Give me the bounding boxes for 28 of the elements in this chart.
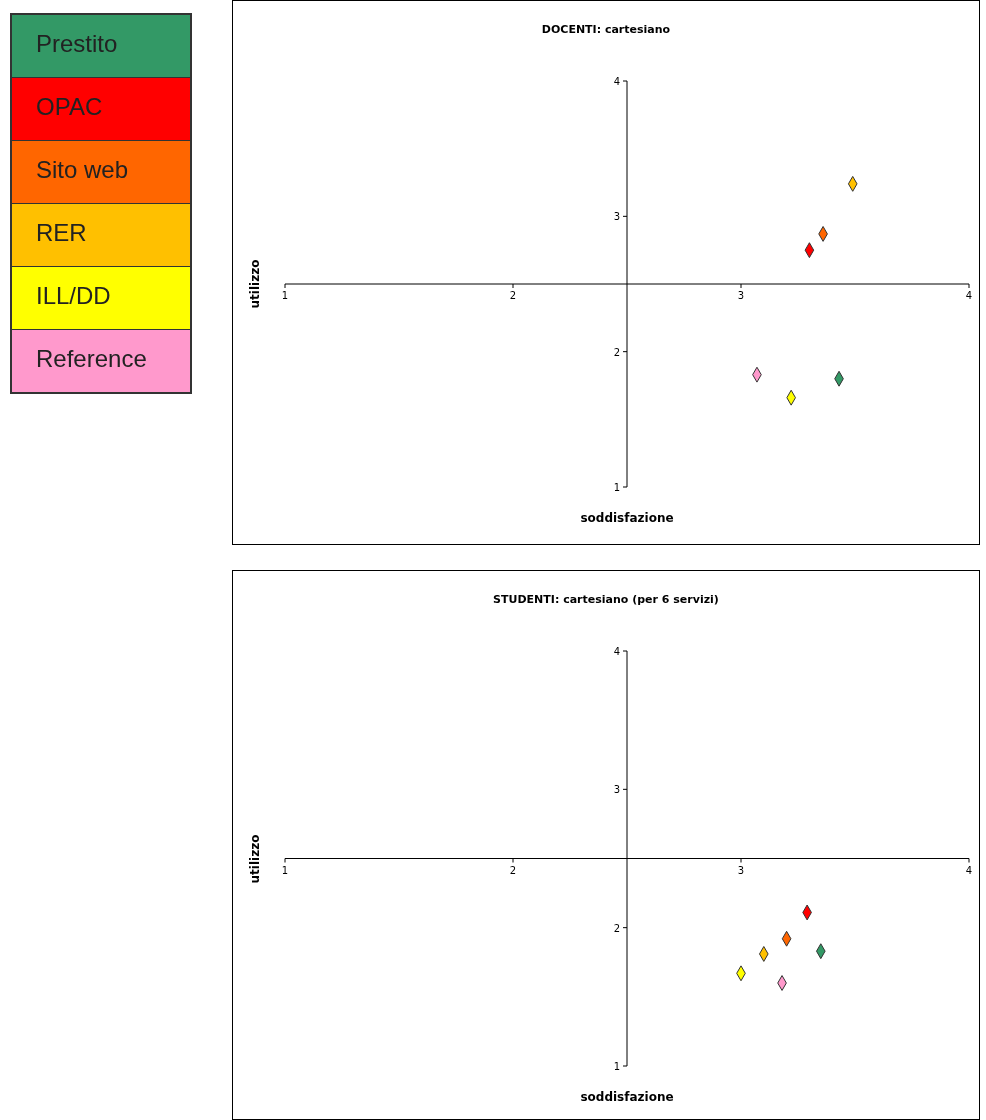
text: Sito web bbox=[36, 156, 129, 184]
y-axis-title: utilizzo bbox=[248, 259, 262, 309]
text: Prestito bbox=[36, 30, 118, 58]
y-tick-label: 1 bbox=[613, 1061, 620, 1072]
text: RER bbox=[36, 219, 87, 247]
x-tick-label: 3 bbox=[737, 864, 745, 876]
x-tick-label: 2 bbox=[509, 864, 517, 876]
chart-title: STUDENTI: cartesiano (per 6 servizi) bbox=[492, 593, 720, 606]
y-tick-label: 3 bbox=[613, 784, 620, 796]
x-tick-label: 2 bbox=[509, 290, 517, 301]
x-tick-label: 4 bbox=[965, 864, 973, 876]
y-axis-title: utilizzo bbox=[248, 834, 262, 883]
text: OPAC bbox=[36, 93, 103, 121]
y-tick-label: 2 bbox=[613, 346, 620, 358]
text: ILL/DD bbox=[36, 282, 111, 310]
y-tick-label: 1 bbox=[613, 482, 620, 493]
chart-title: DOCENTI: cartesiano bbox=[540, 23, 672, 36]
x-tick-label: 3 bbox=[737, 290, 745, 301]
y-tick-label: 2 bbox=[613, 922, 620, 934]
x-tick-label: 1 bbox=[281, 864, 289, 876]
x-tick-label: 4 bbox=[965, 290, 973, 301]
y-tick-label: 3 bbox=[613, 211, 620, 223]
x-axis-title: soddisfazione bbox=[579, 1090, 675, 1104]
x-axis-title: soddisfazione bbox=[579, 511, 675, 525]
y-tick-label: 4 bbox=[613, 646, 620, 657]
text: Reference bbox=[36, 345, 147, 373]
x-tick-label: 1 bbox=[281, 290, 289, 301]
y-tick-label: 4 bbox=[613, 76, 620, 87]
